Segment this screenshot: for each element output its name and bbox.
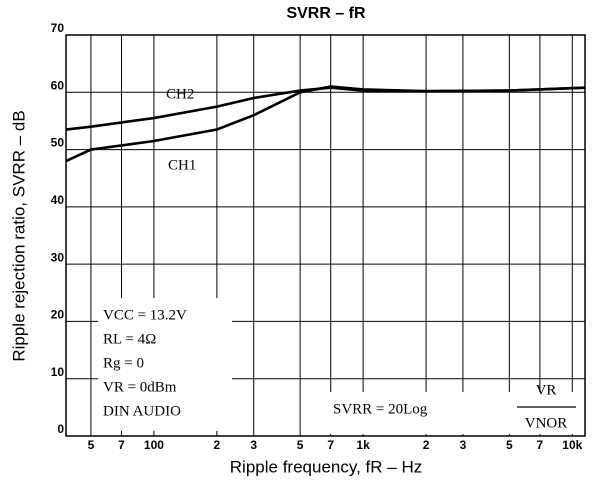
data-line bbox=[65, 86, 586, 131]
y-tick-label: 30 bbox=[51, 250, 65, 264]
x-tick-label: 1k bbox=[356, 438, 370, 452]
series-label: CH1 bbox=[168, 157, 196, 173]
x-tick-label: 3 bbox=[460, 438, 467, 452]
x-tick-label: 5 bbox=[297, 438, 304, 452]
x-tick-label: 2 bbox=[214, 438, 221, 452]
fraction-bottom: VNOR bbox=[525, 415, 568, 431]
condition: VCC = 13.2V bbox=[103, 307, 187, 323]
x-tick-label: 7 bbox=[327, 438, 334, 452]
x-tick-label: 2 bbox=[423, 438, 430, 452]
condition: VR = 0dBm bbox=[103, 379, 177, 395]
formula: SVRR = 20Log bbox=[333, 401, 428, 417]
y-tick-label: 60 bbox=[51, 78, 65, 92]
x-tick-label: 100 bbox=[144, 438, 164, 452]
data-line bbox=[65, 85, 586, 163]
conditions-box bbox=[98, 298, 232, 431]
x-tick-label: 7 bbox=[537, 438, 544, 452]
x-tick-label: 3 bbox=[250, 438, 257, 452]
y-tick-label: 40 bbox=[51, 193, 65, 207]
condition: Rg = 0 bbox=[103, 355, 144, 371]
formula-box bbox=[328, 392, 578, 434]
x-tick-label: 5 bbox=[506, 438, 513, 452]
x-tick-label: 5 bbox=[88, 438, 95, 452]
x-axis-label: Ripple frequency, fR – Hz bbox=[230, 457, 422, 476]
fraction-top: VR bbox=[536, 382, 557, 398]
y-tick-label: 10 bbox=[51, 365, 65, 379]
y-tick-label: 20 bbox=[51, 308, 65, 322]
x-tick-label: 7 bbox=[118, 438, 125, 452]
series-label: CH2 bbox=[166, 86, 194, 102]
condition: DIN AUDIO bbox=[103, 403, 181, 419]
chart-title: SVRR – fR bbox=[286, 5, 366, 22]
y-tick-label: 0 bbox=[57, 422, 64, 436]
condition: RL = 4Ω bbox=[103, 331, 156, 347]
x-tick-label: 10k bbox=[562, 438, 582, 452]
y-tick-label: 70 bbox=[51, 21, 65, 35]
y-tick-label: 50 bbox=[51, 136, 65, 150]
y-axis-label: Ripple rejection ratio, SVRR – dB bbox=[9, 110, 28, 361]
